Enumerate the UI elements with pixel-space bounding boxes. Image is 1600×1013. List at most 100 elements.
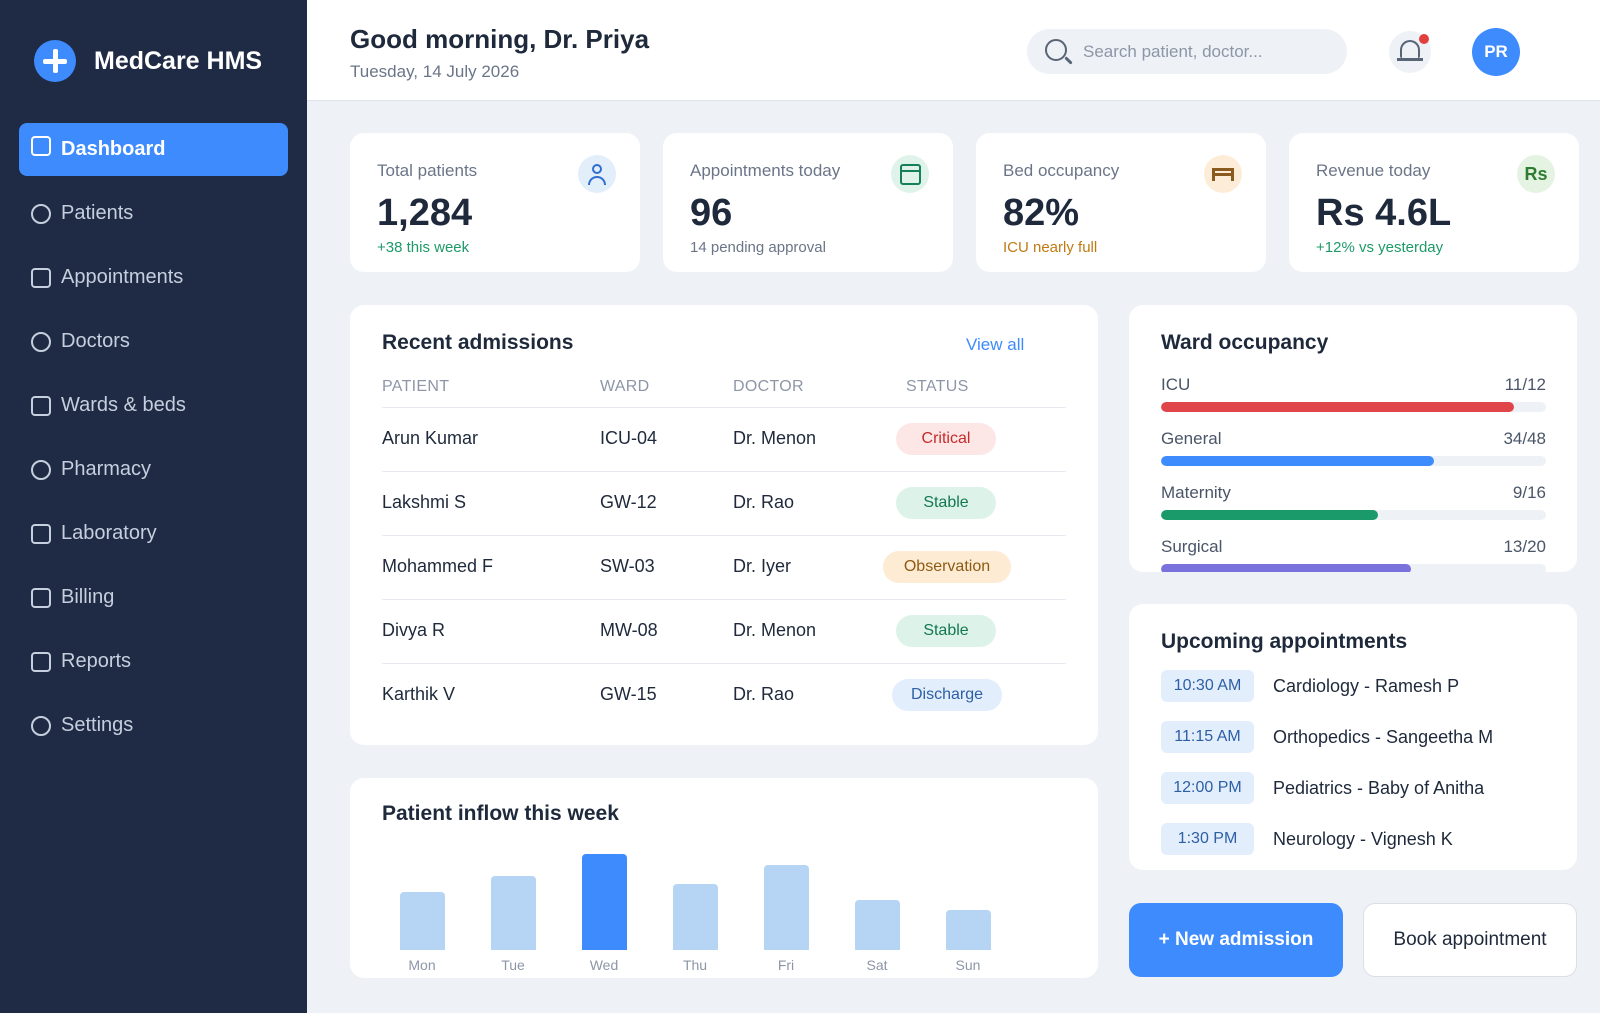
new-admission-button[interactable]: + New admission: [1129, 903, 1343, 977]
stat-card: Bed occupancy 82% ICU nearly full: [976, 133, 1266, 272]
appointment-time: 10:30 AM: [1161, 670, 1254, 702]
upcoming-appointments-card: Upcoming appointments 10:30 AM Cardiology…: [1129, 604, 1577, 870]
circle-icon: [31, 203, 51, 224]
appointment-item[interactable]: 10:30 AM Cardiology - Ramesh P: [1161, 670, 1561, 702]
inflow-bar-thu: [672, 884, 718, 950]
sidebar-item-label: Laboratory: [61, 522, 157, 544]
recent-admissions-title: Recent admissions: [382, 331, 574, 354]
ward-code: GW-15: [600, 684, 657, 704]
sidebar-item-pharmacy[interactable]: Pharmacy: [19, 443, 288, 496]
search-input[interactable]: [1083, 29, 1333, 74]
circle-icon: [31, 459, 51, 480]
doctor-name: Dr. Rao: [733, 684, 795, 704]
patient-name: Karthik V: [382, 684, 456, 704]
occupancy-bar-fill: [1161, 402, 1515, 412]
search-icon: [1045, 39, 1067, 61]
stat-value: 1,284: [377, 192, 473, 234]
occupancy-bar-track: [1161, 456, 1546, 466]
ward-code: ICU-04: [600, 428, 658, 448]
occupancy-bar-track: [1161, 564, 1546, 572]
day-label: Fri: [777, 957, 795, 973]
sidebar-item-label: Doctors: [61, 330, 130, 352]
ward-name: ICU: [1161, 375, 1191, 394]
square-icon: [31, 395, 51, 416]
sidebar-item-laboratory[interactable]: Laboratory: [19, 507, 288, 560]
sidebar-item-wards-beds[interactable]: Wards & beds: [19, 379, 288, 432]
brand[interactable]: MedCare HMS: [34, 40, 262, 82]
ward-count: 34/48: [1503, 429, 1546, 448]
sidebar-item-appointments[interactable]: Appointments: [19, 251, 288, 304]
ward-name: Surgical: [1161, 537, 1223, 556]
bed-icon-badge: [1204, 155, 1242, 193]
user-icon: [586, 163, 608, 185]
column-header-patient: PATIENT: [382, 378, 450, 395]
patient-name: Divya R: [382, 620, 446, 640]
inflow-bar-tue: [490, 876, 536, 950]
patient-name: Lakshmi S: [382, 492, 467, 512]
sidebar-item-settings[interactable]: Settings: [19, 699, 288, 752]
square-icon: [31, 587, 51, 608]
appointment-item[interactable]: 12:00 PM Pediatrics - Baby of Anitha: [1161, 772, 1561, 804]
status-badge: Critical: [896, 423, 996, 455]
rupee-icon: Rs: [1524, 163, 1548, 184]
sidebar: MedCare HMS Dashboard Patients Appointment…: [0, 0, 307, 1013]
user-avatar[interactable]: PR: [1472, 28, 1520, 76]
top-header: Good morning, Dr. Priya Tuesday, 14 July…: [307, 0, 1600, 101]
occupancy-bar-track: [1161, 402, 1546, 412]
search-box[interactable]: [1027, 29, 1347, 74]
table-row[interactable]: Lakshmi S GW-12 Dr. Rao Stable: [382, 471, 1066, 535]
doctor-name: Dr. Menon: [733, 428, 817, 448]
ward-count: 9/16: [1512, 483, 1546, 502]
day-label: Thu: [682, 957, 708, 973]
table-row[interactable]: Mohammed F SW-03 Dr. Iyer Observation: [382, 535, 1066, 599]
stat-label: Total patients: [377, 161, 478, 180]
occupancy-bar-fill: [1161, 510, 1378, 520]
ward-count: 11/12: [1504, 375, 1546, 394]
notifications-button[interactable]: [1389, 31, 1431, 73]
view-all-link[interactable]: View all: [966, 335, 1025, 354]
ward-code: GW-12: [600, 492, 657, 512]
sidebar-nav: Dashboard Patients Appointments Doctors Ward…: [19, 123, 288, 763]
sidebar-item-label: Billing: [61, 586, 115, 608]
sidebar-item-label: Settings: [61, 714, 134, 736]
sidebar-item-reports[interactable]: Reports: [19, 635, 288, 688]
day-label: Wed: [589, 957, 619, 973]
user-icon-badge: [578, 155, 616, 193]
table-row[interactable]: Karthik V GW-15 Dr. Rao Discharge: [382, 663, 1066, 727]
table-row[interactable]: Arun Kumar ICU-04 Dr. Menon Critical: [382, 407, 1066, 471]
sidebar-item-label: Patients: [61, 202, 134, 224]
sidebar-item-patients[interactable]: Patients: [19, 187, 288, 240]
patient-inflow-card: Patient inflow this week Mon Tue Wed Thu Fri…: [350, 778, 1098, 978]
day-label: Mon: [408, 957, 436, 973]
bed-icon: [1212, 167, 1234, 181]
ward-code: SW-03: [600, 556, 655, 576]
occupancy-bar-fill: [1161, 564, 1412, 572]
status-badge: Stable: [896, 615, 996, 647]
bell-icon: [1397, 40, 1423, 61]
appointment-description: Orthopedics - Sangeetha M: [1273, 727, 1494, 747]
table-row[interactable]: Divya R MW-08 Dr. Menon Stable: [382, 599, 1066, 663]
inflow-bar-fri: [763, 865, 809, 950]
sidebar-item-dashboard[interactable]: Dashboard: [19, 123, 288, 176]
appointment-description: Cardiology - Ramesh P: [1273, 676, 1460, 696]
book-appointment-button[interactable]: Book appointment: [1363, 903, 1577, 977]
appointment-time: 1:30 PM: [1161, 823, 1254, 855]
stat-card: Appointments today 96 14 pending approval: [663, 133, 953, 272]
day-label: Sat: [866, 957, 888, 973]
stat-label: Appointments today: [690, 161, 841, 180]
appointment-time: 12:00 PM: [1161, 772, 1254, 804]
sidebar-item-billing[interactable]: Billing: [19, 571, 288, 624]
stat-value: 82%: [1003, 192, 1080, 234]
doctor-name: Dr. Rao: [733, 492, 795, 512]
status-badge: Discharge: [892, 679, 1002, 711]
stat-card: Revenue today Rs 4.6L +12% vs yesterday Rs: [1289, 133, 1579, 272]
appointment-item[interactable]: 11:15 AM Orthopedics - Sangeetha M: [1161, 721, 1561, 753]
stat-value: 96: [690, 192, 733, 234]
stat-card: Total patients 1,284 +38 this week: [350, 133, 640, 272]
sidebar-item-doctors[interactable]: Doctors: [19, 315, 288, 368]
column-header-status: STATUS: [906, 378, 969, 395]
plus-logo-icon: [34, 40, 76, 82]
appointment-item[interactable]: 1:30 PM Neurology - Vignesh K: [1161, 823, 1561, 855]
doctor-name: Dr. Menon: [733, 620, 817, 640]
occupancy-bar-fill: [1161, 456, 1434, 466]
